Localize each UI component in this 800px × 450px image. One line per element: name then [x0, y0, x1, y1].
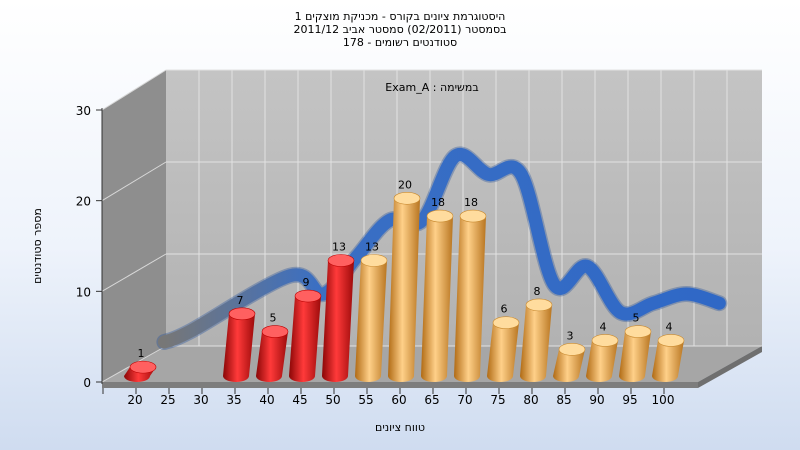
- x-tick-label: 45: [292, 393, 307, 407]
- chart-title-line-3: סטודנטים רשומים - 178: [343, 36, 457, 49]
- x-tick-label: 35: [226, 393, 241, 407]
- bar-body: [421, 210, 453, 382]
- floor-edge: [102, 382, 698, 388]
- bar-body: [487, 316, 519, 382]
- bar-body: [355, 254, 387, 382]
- data-label: 4: [600, 320, 607, 333]
- bar-top: [558, 343, 586, 356]
- bar-body: [652, 334, 684, 382]
- y-tick-label: 20: [76, 195, 91, 209]
- bar-85: 3: [553, 329, 586, 382]
- bar-body: [520, 298, 552, 382]
- bar-45: 9: [289, 276, 322, 382]
- bar-top: [129, 360, 157, 374]
- y-tick-label: 10: [76, 285, 91, 299]
- data-label: 9: [303, 276, 310, 289]
- bar-top: [492, 316, 520, 329]
- x-tick-label: 55: [358, 393, 373, 407]
- bar-top: [657, 334, 685, 347]
- bar-top: [459, 209, 487, 223]
- data-label: 13: [332, 240, 346, 253]
- bar-70: 18: [454, 196, 487, 382]
- chart-title-line-2: בסמסטר (02/2011) סמסטר אביב 2011/12: [293, 23, 506, 36]
- bar-top: [591, 334, 619, 347]
- bar-body: [388, 192, 420, 382]
- data-label: 3: [567, 329, 574, 342]
- data-label: 7: [237, 294, 244, 307]
- left-wall: [102, 70, 166, 382]
- bar-body: [619, 325, 651, 382]
- back-wall: [166, 70, 762, 346]
- x-tick-label: 90: [589, 393, 604, 407]
- chart-title-line-1: היסטוגרמת ציונים בקורס - מכניקת מוצקים 1: [295, 10, 506, 23]
- data-label: 18: [431, 196, 445, 209]
- y-tick-label: 0: [83, 376, 91, 390]
- data-label: 18: [464, 196, 478, 209]
- data-label: 6: [501, 303, 508, 316]
- bar-top: [624, 325, 652, 338]
- bar-top: [294, 289, 322, 303]
- bar-body: [586, 334, 618, 382]
- floor-side: [698, 346, 762, 388]
- x-tick-label: 80: [523, 393, 538, 407]
- data-label: 5: [270, 312, 277, 325]
- bar-top: [426, 209, 454, 223]
- grid-line-side: [101, 69, 167, 111]
- bar-50: 13: [322, 240, 355, 382]
- x-tick-label: 95: [622, 393, 637, 407]
- y-axis-label: מספר סטודנטים: [31, 208, 44, 284]
- bar-body: [289, 290, 321, 382]
- bar-top: [261, 325, 289, 338]
- data-label: 5: [633, 312, 640, 325]
- bar-top: [228, 307, 256, 321]
- x-tick-label: 60: [391, 393, 406, 407]
- chart-annotation: Exam_A : במשימה: [385, 81, 478, 94]
- bar-80: 8: [520, 285, 553, 382]
- x-tick-label: 40: [259, 393, 274, 407]
- bar-90: 4: [586, 320, 619, 382]
- x-tick-label: 20: [127, 393, 142, 407]
- bar-top: [327, 254, 355, 267]
- data-label: 1: [138, 347, 145, 360]
- x-tick-label: 30: [193, 393, 208, 407]
- bar-75: 6: [487, 303, 520, 382]
- x-tick-label: 65: [424, 393, 439, 407]
- x-tick-label: 50: [325, 393, 340, 407]
- bar-top: [360, 254, 388, 267]
- bar-65: 18: [421, 196, 454, 382]
- x-tick-label: 70: [457, 393, 472, 407]
- bar-body: [454, 210, 486, 382]
- x-tick-label: 25: [160, 393, 175, 407]
- y-tick-label: 30: [76, 104, 91, 118]
- data-label: 8: [534, 285, 541, 298]
- bar-top: [393, 191, 421, 205]
- data-label: 4: [666, 320, 673, 333]
- x-tick-label: 85: [556, 393, 571, 407]
- bar-body: [256, 325, 288, 382]
- bar-55: 13: [355, 240, 388, 382]
- x-axis-label: טווח ציונים: [375, 421, 425, 434]
- bar-35: 7: [223, 294, 256, 382]
- bar-20: 1: [124, 347, 157, 382]
- bar-100: 4: [652, 320, 685, 382]
- x-tick-label: 75: [490, 393, 505, 407]
- bar-95: 5: [619, 312, 652, 382]
- bar-top: [525, 298, 553, 312]
- bar-body: [223, 307, 255, 382]
- grid-line-side: [101, 253, 167, 292]
- distribution-curve: [157, 148, 726, 349]
- bar-40: 5: [256, 312, 289, 382]
- bar-60: 20: [388, 178, 421, 382]
- data-label: 20: [398, 178, 412, 191]
- x-tick-label: 100: [652, 393, 675, 407]
- bar-body: [322, 254, 354, 382]
- data-label: 13: [365, 240, 379, 253]
- grid-line-side: [101, 161, 167, 202]
